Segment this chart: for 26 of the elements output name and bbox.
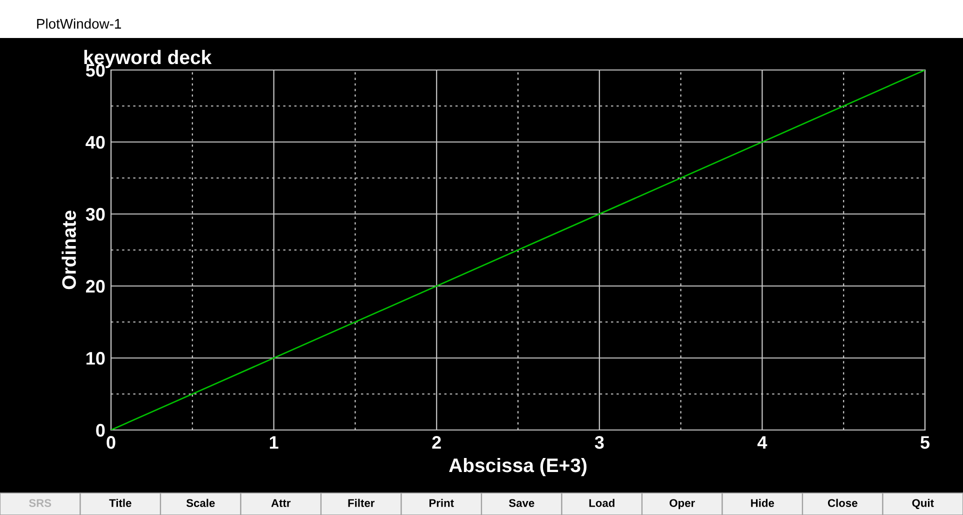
text: Close <box>828 498 858 507</box>
y-tick-label: 40 <box>86 136 105 149</box>
x-tick-label: 0 <box>106 436 116 449</box>
text: PlotWindow-1 <box>37 18 121 29</box>
y-tick-label: 10 <box>86 352 105 365</box>
y-tick-label: 30 <box>86 208 105 221</box>
text: Scale <box>186 498 215 507</box>
x-tick-label: 5 <box>920 436 930 449</box>
y-tick-label: 20 <box>86 280 105 293</box>
text: Attr <box>271 499 291 507</box>
x-tick-label: 1 <box>270 436 278 449</box>
x-axis-title: Abscissa (E+3) <box>449 458 586 476</box>
text: Oper <box>670 499 695 510</box>
text: Title <box>109 498 132 507</box>
y-axis-title: Ordinate <box>62 210 76 290</box>
text: Save <box>508 499 534 507</box>
text: Quit <box>912 498 934 510</box>
text: Hide <box>751 498 774 507</box>
x-tick-label: 4 <box>757 436 768 449</box>
x-tick-label: 3 <box>594 436 604 449</box>
text: Print <box>429 498 454 507</box>
y-tick-label: 0 <box>96 424 105 437</box>
x-tick-label: 2 <box>432 436 441 449</box>
text: SRS <box>29 499 52 507</box>
text: Load <box>589 498 614 507</box>
text: Filter <box>348 498 375 507</box>
